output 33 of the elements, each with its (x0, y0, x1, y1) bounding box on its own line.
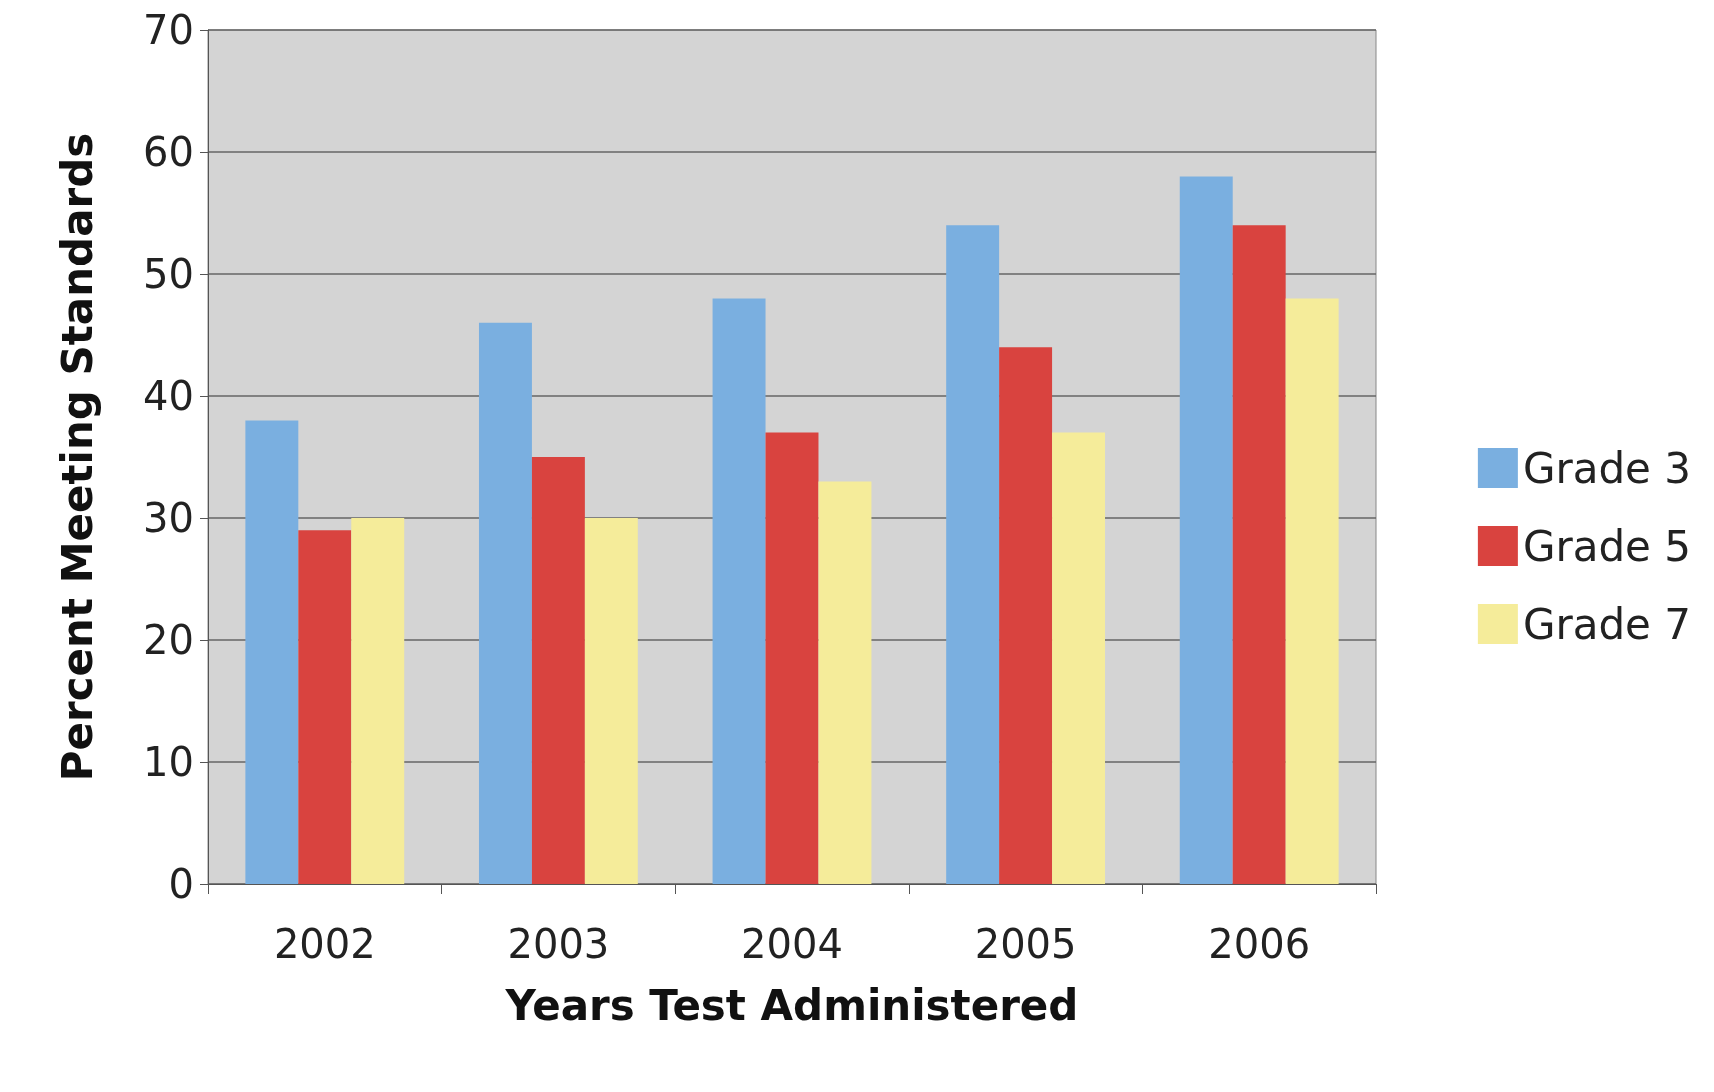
bar (765, 432, 819, 884)
x-tick-label: 2006 (1208, 921, 1311, 967)
legend-label: Grade 7 (1522, 599, 1691, 649)
x-axis-title: Years Test Administered (504, 980, 1079, 1030)
bar (351, 518, 405, 884)
y-tick-label: 50 (143, 251, 194, 297)
legend-label: Grade 5 (1522, 521, 1691, 571)
y-tick-label: 10 (143, 739, 194, 785)
bar (946, 225, 1000, 884)
y-tick-label: 0 (168, 861, 194, 907)
bar (712, 298, 766, 884)
x-tick-label: 2003 (507, 921, 610, 967)
bar (1232, 225, 1286, 884)
y-tick-label: 40 (143, 373, 194, 419)
bar (999, 347, 1053, 884)
bar (478, 322, 532, 884)
x-tick-label: 2004 (741, 921, 843, 967)
bar (298, 530, 352, 884)
x-tick-label: 2005 (974, 921, 1077, 967)
bar (1179, 176, 1233, 884)
legend-label: Grade 3 (1522, 443, 1691, 493)
bar (584, 518, 638, 884)
bar (1052, 432, 1106, 884)
y-tick-label: 20 (143, 617, 194, 663)
bar (818, 481, 872, 884)
y-tick-label: 30 (143, 495, 194, 541)
bar (1285, 298, 1339, 884)
y-tick-label: 70 (143, 7, 194, 53)
x-tick-label: 2002 (273, 921, 376, 967)
bar (245, 420, 299, 884)
y-tick-label: 60 (143, 129, 194, 175)
bar (531, 457, 585, 884)
y-axis-title: Percent Meeting Standards (52, 132, 102, 782)
